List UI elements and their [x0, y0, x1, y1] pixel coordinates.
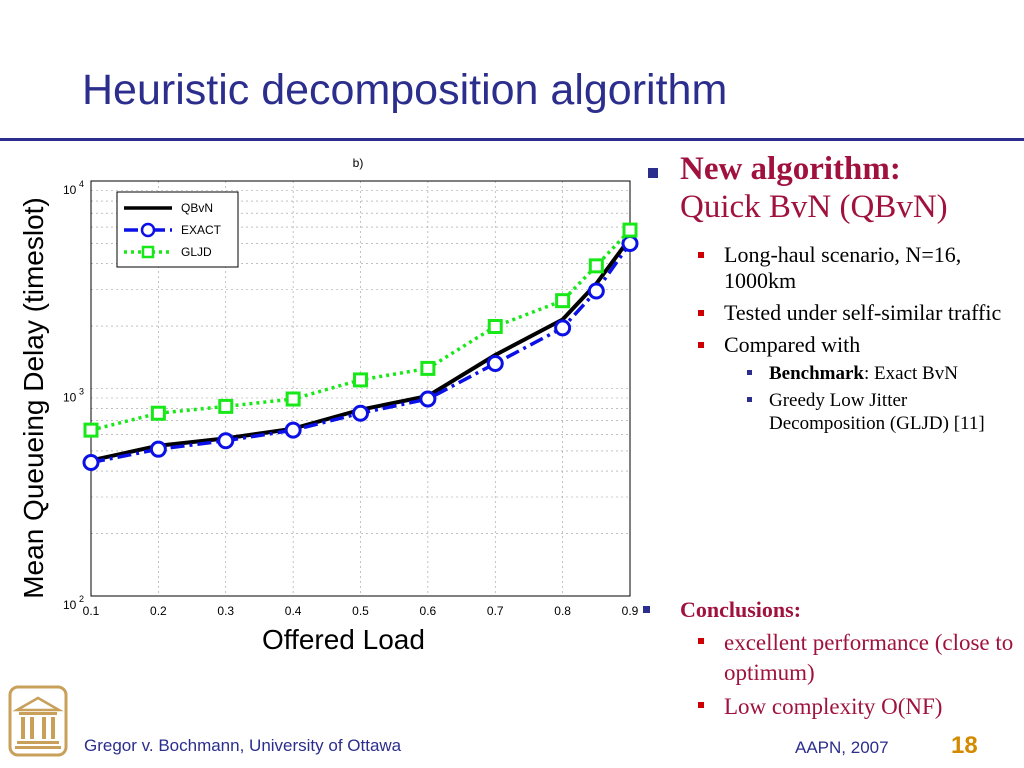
subsub-bullet-text: Greedy Low Jitter Decomposition (GLJD) […: [769, 390, 985, 434]
y-tick-label: 10: [63, 598, 77, 612]
conclusion-text: excellent performance (close to optimum): [724, 630, 1014, 685]
x-tick-label: 0.8: [554, 604, 571, 618]
data-point: [82, 453, 100, 471]
sub-bullet: Long-haul scenario, N=16, 1000km: [640, 242, 1020, 294]
series-line-gljd: [90, 228, 632, 432]
legend-marker: [140, 222, 156, 238]
plot-frame: [90, 180, 631, 597]
x-tick-label: 0.6: [420, 604, 437, 618]
bullet-list: New algorithm: Quick BvN (QBvN) Long-hau…: [640, 150, 1020, 435]
legend-label: QBvN: [181, 201, 213, 215]
main-bullet-heading: New algorithm:: [680, 151, 901, 187]
chart-legend: QBvN EXACT GLJD: [116, 191, 239, 268]
data-point: [555, 293, 571, 309]
data-point: [83, 422, 99, 438]
chart-series: [82, 222, 639, 471]
data-point: [487, 318, 503, 334]
x-tick-label: 0.5: [352, 604, 369, 618]
page-number: 18: [951, 732, 978, 759]
x-axis-label: Offered Load: [262, 624, 425, 655]
subsub-bullet: Benchmark: Exact BvN: [640, 362, 1020, 385]
subsub-bullet-bold: Benchmark: [769, 363, 864, 384]
data-point: [588, 258, 604, 274]
x-tick-label: 0.7: [487, 604, 504, 618]
sub-bullet-text: Tested under self-similar traffic: [724, 300, 1002, 325]
bullet-square-icon: [643, 606, 650, 613]
bullet-square-icon: [648, 168, 658, 178]
y-tick-label: 10: [63, 391, 77, 405]
data-point: [149, 440, 167, 458]
data-point: [285, 391, 301, 407]
data-point: [284, 421, 302, 439]
footer-conference: AAPN, 2007: [795, 738, 889, 757]
x-tick-label: 0.4: [285, 604, 302, 618]
subsub-bullet: Greedy Low Jitter Decomposition (GLJD) […: [640, 389, 1020, 435]
data-point: [587, 282, 605, 300]
y-tick-label: 10: [63, 183, 77, 197]
conclusions-heading-text: Conclusions:: [680, 597, 802, 622]
legend-marker: [141, 245, 155, 259]
sub-bullet: Compared with: [640, 332, 1020, 358]
data-point: [420, 360, 436, 376]
footer-author: Gregor v. Bochmann, University of Ottawa: [84, 736, 402, 755]
series-line-exact: [90, 242, 632, 465]
data-point: [218, 398, 234, 414]
x-tick-label: 0.2: [150, 604, 167, 618]
data-point: [621, 234, 639, 252]
university-logo-icon: [8, 685, 68, 757]
main-bullet-text: Quick BvN (QBvN): [680, 189, 948, 225]
y-axis-label: Mean Queueing Delay (timeslot): [18, 197, 49, 599]
bullet-square-icon: [747, 370, 752, 375]
data-point: [353, 372, 368, 388]
data-point: [554, 319, 572, 337]
data-point: [150, 405, 166, 421]
sub-bullet-text: Long-haul scenario, N=16, 1000km: [724, 242, 962, 293]
conclusion-item: excellent performance (close to optimum): [640, 628, 1020, 688]
chart-title: b): [353, 156, 364, 170]
y-tick-exponent: 4: [79, 179, 84, 189]
y-tick-exponent: 3: [79, 387, 84, 397]
sub-bullet: Tested under self-similar traffic: [640, 300, 1020, 326]
bullet-square-icon: [698, 252, 704, 258]
series-line-qbvn: [90, 237, 632, 463]
x-tick-label: 0.1: [83, 604, 100, 618]
bullet-square-icon: [747, 397, 752, 402]
legend-label: GLJD: [181, 245, 212, 259]
sub-bullet-text: Compared with: [724, 332, 861, 357]
bullet-square-icon: [698, 310, 704, 316]
conclusions: Conclusions: excellent performance (clos…: [640, 596, 1020, 722]
main-bullet: New algorithm: Quick BvN (QBvN): [640, 150, 1020, 226]
subsub-bullet-text: : Exact BvN: [864, 363, 958, 384]
conclusions-heading: Conclusions:: [640, 596, 1020, 624]
data-point: [622, 222, 638, 238]
bullet-square-icon: [698, 702, 704, 708]
slide-title: Heuristic decomposition algorithm: [82, 66, 728, 114]
conclusion-text: Low complexity O(NF): [724, 694, 943, 719]
x-tick-label: 0.9: [622, 604, 639, 618]
y-tick-exponent: 2: [79, 594, 84, 604]
data-point: [217, 432, 235, 450]
data-point: [486, 354, 504, 372]
title-divider: [0, 138, 1024, 141]
bullet-square-icon: [698, 342, 704, 348]
bullet-square-icon: [698, 638, 704, 644]
data-point: [419, 390, 437, 408]
conclusion-item: Low complexity O(NF): [640, 692, 1020, 722]
legend-label: EXACT: [181, 223, 222, 237]
x-tick-label: 0.3: [217, 604, 234, 618]
data-point: [352, 404, 369, 422]
